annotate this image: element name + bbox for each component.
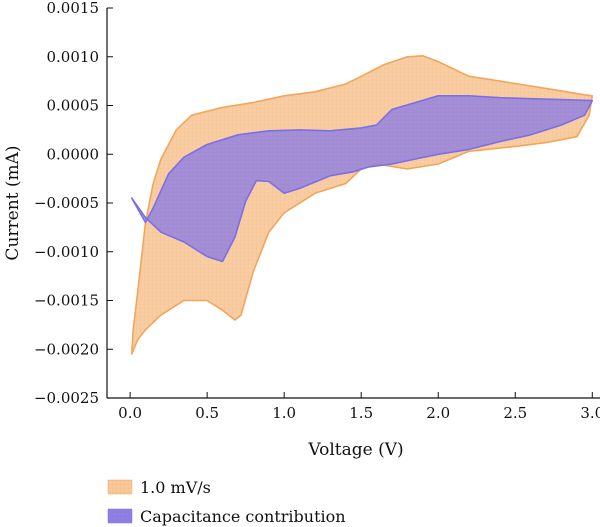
y-tick-label: 0.0000 (47, 145, 100, 163)
y-tick-label: −0.0020 (34, 340, 99, 358)
legend-swatch-capacitance (107, 508, 133, 524)
x-tick-label: 0.0 (118, 404, 142, 422)
y-tick-label: 0.0015 (47, 0, 100, 17)
x-axis: 0.0 0.5 1.0 1.5 2.0 2.5 3.0 (118, 392, 600, 422)
y-tick-label: −0.0015 (34, 292, 99, 310)
x-tick-label: 3.0 (580, 404, 600, 422)
y-tick-label: −0.0005 (34, 194, 99, 212)
series-area-capacitance (130, 95, 594, 263)
x-tick-label: 1.5 (349, 404, 373, 422)
legend-swatch-1mv (107, 479, 133, 495)
y-tick-label: 0.0005 (47, 97, 100, 115)
x-tick-label: 1.0 (272, 404, 296, 422)
legend-label-1mv: 1.0 mV/s (140, 478, 211, 497)
y-tick-label: −0.0025 (34, 389, 99, 407)
y-axis: 0.0015 0.0010 0.0005 0.0000 −0.0005 −0.0010 −0… (34, 0, 113, 407)
legend-label-capacitance: Capacitance contribution (140, 507, 346, 526)
series-layer (130, 55, 594, 355)
x-tick-label: 2.5 (503, 404, 527, 422)
y-tick-label: −0.0010 (34, 243, 99, 261)
legend: 1.0 mV/s Capacitance contribution (107, 478, 346, 526)
y-tick-label: 0.0010 (47, 48, 100, 66)
x-tick-label: 0.5 (195, 404, 219, 422)
x-tick-label: 2.0 (426, 404, 450, 422)
y-axis-title: Current (mA) (3, 145, 23, 260)
x-axis-title: Voltage (V) (307, 440, 403, 460)
